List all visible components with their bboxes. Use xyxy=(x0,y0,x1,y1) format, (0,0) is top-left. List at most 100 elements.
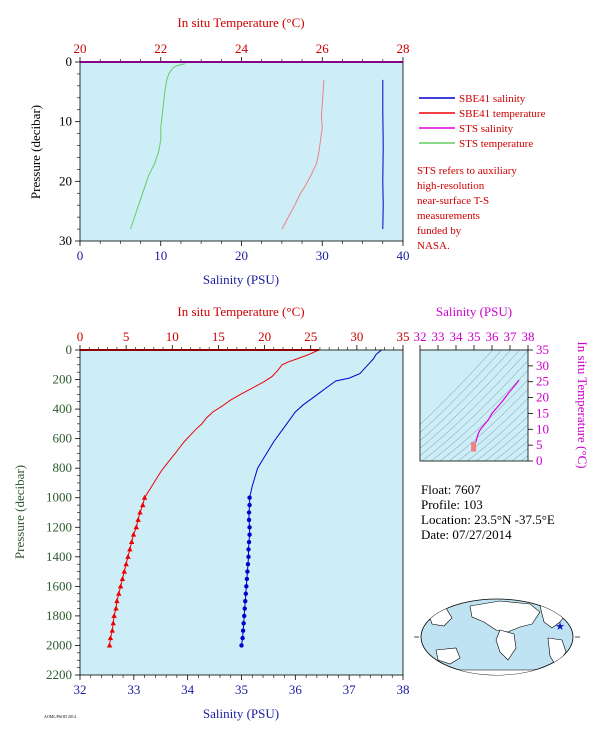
profile-x-tick-label: 36 xyxy=(289,682,303,697)
ts-y-axis-title: In situ Temperature (°C) xyxy=(575,341,590,468)
surface-y-tick-label: 30 xyxy=(59,233,72,248)
salinity-marker xyxy=(246,547,250,551)
salinity-marker xyxy=(239,643,243,647)
salinity-marker xyxy=(247,510,251,514)
world-map: ★ xyxy=(414,599,580,680)
profile-top-tick-label: 15 xyxy=(212,329,225,344)
ts-deep-cluster xyxy=(471,442,476,452)
legend-label-sts-salinity: STS salinity xyxy=(459,123,514,135)
salinity-marker xyxy=(241,621,245,625)
salinity-marker xyxy=(247,518,251,522)
profile-top-ticks: 0 5 10 15 20 25 30 35 xyxy=(77,329,410,350)
surface-plot-area xyxy=(80,62,403,241)
surface-x-tick-label: 0 xyxy=(77,248,84,263)
salinity-marker xyxy=(247,496,251,500)
salinity-marker xyxy=(246,555,250,559)
legend-label-sbe41-salinity: SBE41 salinity xyxy=(459,93,526,105)
profile-y-tick-label: 1400 xyxy=(46,549,72,564)
surface-x-axis-title: Salinity (PSU) xyxy=(203,272,279,287)
surface-top-axis-title: In situ Temperature (°C) xyxy=(177,15,304,30)
profile-y-tick-label: 1200 xyxy=(46,519,72,534)
salinity-marker xyxy=(243,606,247,610)
surface-top-tick-label: 22 xyxy=(154,41,167,56)
surface-x-tick-label: 40 xyxy=(397,248,410,263)
float-id: Float: 7607 xyxy=(421,482,481,497)
profile-x-tick-label: 33 xyxy=(127,682,140,697)
location: Location: 23.5°N -37.5°E xyxy=(421,512,555,527)
date: Date: 07/27/2014 xyxy=(421,527,512,542)
profile-y-tick-label: 600 xyxy=(53,431,73,446)
salinity-marker xyxy=(245,569,249,573)
profile-y-axis-title: Pressure (decibar) xyxy=(12,465,27,559)
salinity-marker xyxy=(243,599,247,603)
ts-top-tick-label: 36 xyxy=(486,329,500,344)
profile-y-tick-label: 1800 xyxy=(46,608,72,623)
profile-x-axis-title: Salinity (PSU) xyxy=(203,706,279,721)
surface-x-tick-label: 30 xyxy=(316,248,329,263)
ts-contour-line xyxy=(546,335,601,469)
salinity-marker xyxy=(242,614,246,618)
ts-top-tick-label: 35 xyxy=(468,329,481,344)
salinity-marker xyxy=(244,584,248,588)
profile-y-tick-label: 1000 xyxy=(46,490,72,505)
float-info: Float: 7607 Profile: 103 Location: 23.5°… xyxy=(421,482,555,542)
profile-y-tick-label: 200 xyxy=(53,372,73,387)
surface-top-tick-label: 24 xyxy=(235,41,249,56)
profile-y-tick-label: 0 xyxy=(66,342,73,357)
salinity-marker xyxy=(241,628,245,632)
legend-label-sbe41-temperature: SBE41 temperature xyxy=(459,108,546,120)
profile-top-tick-label: 0 xyxy=(77,329,84,344)
profile-y-tick-label: 400 xyxy=(53,401,73,416)
profile-top-tick-label: 25 xyxy=(304,329,317,344)
ts-y-tick-label: 5 xyxy=(536,437,543,452)
surface-x-tick-label: 20 xyxy=(235,248,248,263)
profile-x-tick-label: 37 xyxy=(343,682,357,697)
ts-y-tick-label: 35 xyxy=(536,342,549,357)
profile-x-tick-label: 32 xyxy=(74,682,87,697)
profile-y-tick-label: 1600 xyxy=(46,578,72,593)
surface-top-tick-label: 26 xyxy=(316,41,330,56)
surface-top-tick-label: 20 xyxy=(74,41,87,56)
profile-top-tick-label: 5 xyxy=(123,329,130,344)
salinity-marker xyxy=(246,562,250,566)
ts-y-tick-label: 15 xyxy=(536,405,549,420)
profile-top-tick-label: 20 xyxy=(258,329,271,344)
profile-y-tick-label: 2200 xyxy=(46,667,72,682)
profile-top-axis-title: In situ Temperature (°C) xyxy=(177,304,304,319)
salinity-marker xyxy=(247,532,251,536)
profile-number: Profile: 103 xyxy=(421,497,483,512)
ts-top-tick-label: 37 xyxy=(504,329,518,344)
ts-top-axis-title: Salinity (PSU) xyxy=(436,304,512,319)
footer-credit: AOML/PhOD 2014 xyxy=(44,714,76,719)
float-location-star-icon: ★ xyxy=(555,621,565,633)
profile-y-ticks: 0 200 400 600 800 1000 1200 1400 1600 1800 2000 220… xyxy=(46,342,80,682)
profile-top-tick-label: 35 xyxy=(397,329,410,344)
legend-label-sts-temperature: STS temperature xyxy=(459,138,533,150)
ts-y-tick-label: 25 xyxy=(536,374,549,389)
salinity-marker xyxy=(244,592,248,596)
surface-y-axis-title: Pressure (decibar) xyxy=(28,105,43,199)
profile-y-tick-label: 800 xyxy=(53,460,73,475)
salinity-marker xyxy=(245,577,249,581)
ts-y-tick-label: 0 xyxy=(536,453,543,468)
profile-top-tick-label: 30 xyxy=(350,329,363,344)
profile-x-tick-label: 34 xyxy=(181,682,195,697)
ts-y-tick-label: 20 xyxy=(536,390,549,405)
profile-y-tick-label: 2000 xyxy=(46,637,72,652)
ts-y-tick-label: 30 xyxy=(536,358,549,373)
legend: SBE41 salinity SBE41 temperature STS sal… xyxy=(417,93,546,252)
salinity-marker xyxy=(247,503,251,507)
profile-top-tick-label: 10 xyxy=(166,329,179,344)
surface-y-tick-label: 10 xyxy=(59,114,72,129)
salinity-marker xyxy=(247,525,251,529)
